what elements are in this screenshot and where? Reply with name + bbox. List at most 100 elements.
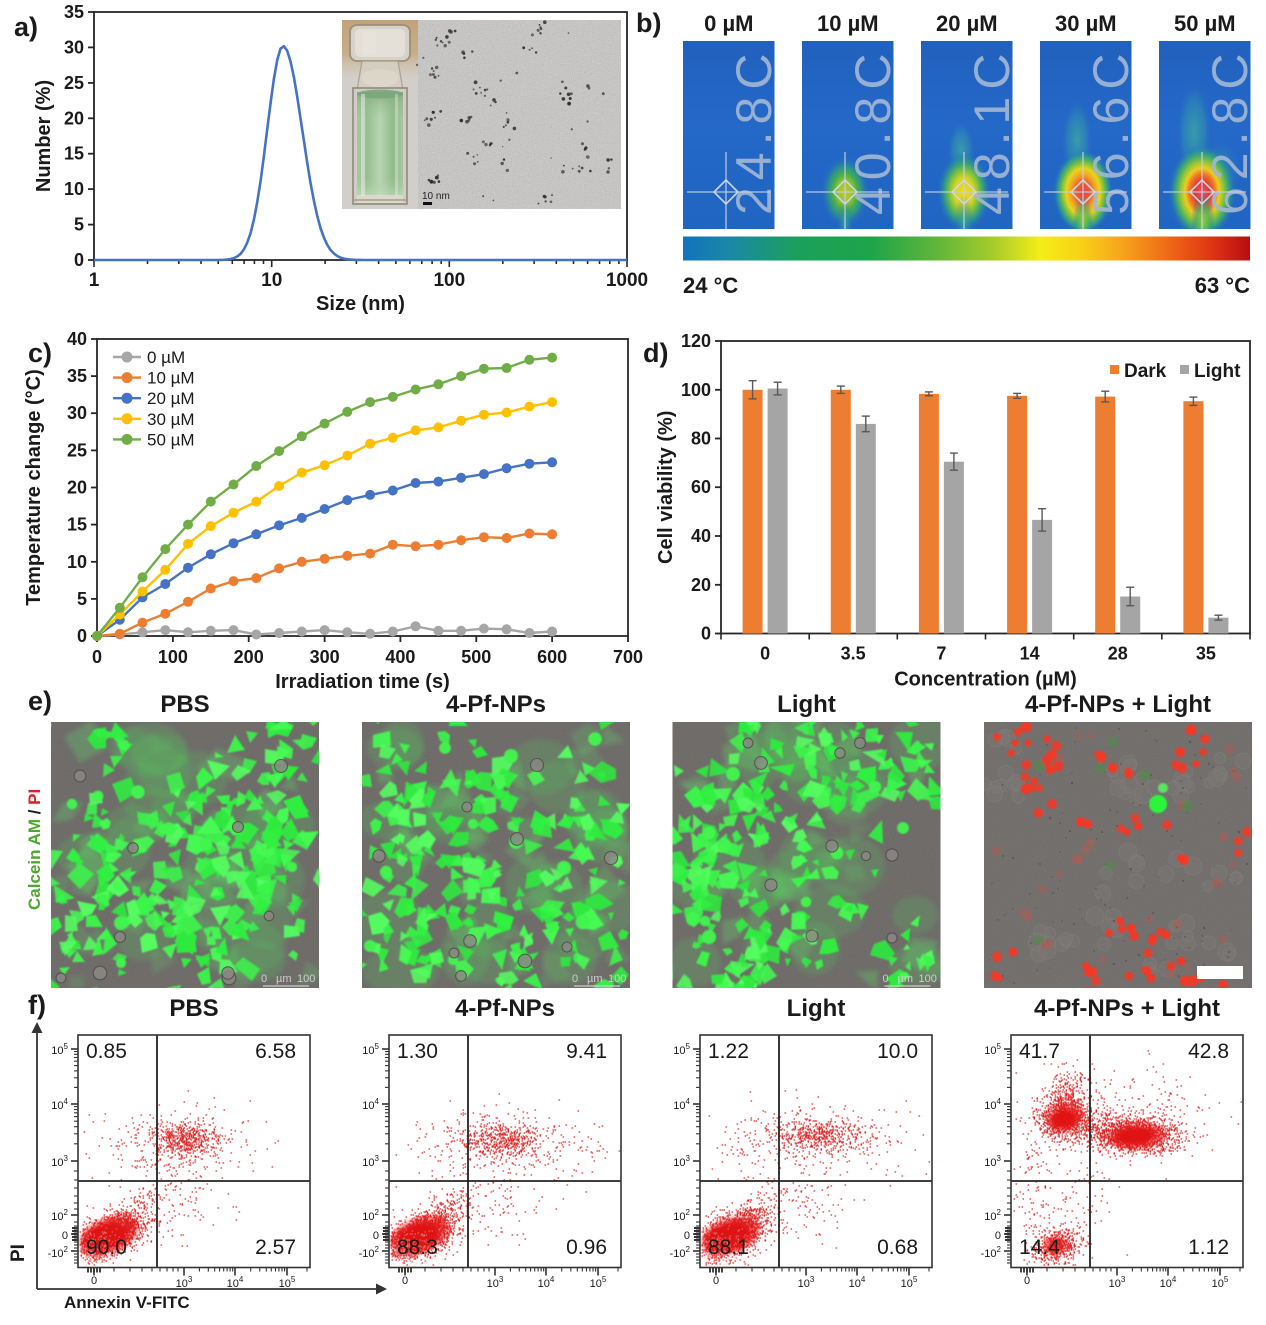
svg-text:4-Pf-NPs + Light: 4-Pf-NPs + Light bbox=[1034, 995, 1220, 1022]
svg-text:0.68: 0.68 bbox=[877, 1236, 918, 1259]
svg-text:0: 0 bbox=[261, 973, 267, 985]
svg-text:0: 0 bbox=[373, 1230, 379, 1242]
svg-text:120: 120 bbox=[681, 331, 711, 351]
svg-text:0: 0 bbox=[74, 250, 84, 270]
svg-text:100: 100 bbox=[297, 973, 315, 985]
svg-text:88.3: 88.3 bbox=[397, 1236, 438, 1259]
svg-text:PI: PI bbox=[8, 1244, 29, 1262]
svg-text:600: 600 bbox=[537, 647, 567, 667]
svg-text:b): b) bbox=[636, 8, 661, 38]
svg-text:Light: Light bbox=[777, 691, 836, 718]
svg-text:20 µM: 20 µM bbox=[936, 11, 998, 36]
svg-text:0: 0 bbox=[77, 626, 87, 646]
svg-text:a): a) bbox=[14, 12, 38, 42]
svg-text:µm: µm bbox=[276, 973, 292, 985]
svg-text:6.58: 6.58 bbox=[255, 1040, 296, 1063]
svg-text:Concentration (µM): Concentration (µM) bbox=[894, 669, 1077, 691]
svg-text:0: 0 bbox=[684, 1230, 690, 1242]
svg-text:Dark: Dark bbox=[1124, 361, 1167, 382]
svg-text:c): c) bbox=[28, 338, 52, 368]
svg-text:-102: -102 bbox=[981, 1245, 1002, 1260]
svg-text:-102: -102 bbox=[359, 1245, 380, 1260]
svg-text:0: 0 bbox=[701, 624, 711, 644]
svg-text:1.22: 1.22 bbox=[708, 1040, 749, 1063]
svg-text:10: 10 bbox=[64, 179, 84, 199]
svg-text:500: 500 bbox=[461, 647, 491, 667]
svg-text:15: 15 bbox=[67, 515, 87, 535]
svg-text:0: 0 bbox=[1024, 1275, 1030, 1287]
svg-text:0: 0 bbox=[402, 1275, 408, 1287]
svg-text:50 µM: 50 µM bbox=[147, 430, 195, 449]
svg-text:10: 10 bbox=[261, 270, 282, 291]
svg-text:63 °C: 63 °C bbox=[1195, 273, 1250, 298]
svg-text:0.96: 0.96 bbox=[566, 1236, 607, 1259]
svg-text:0: 0 bbox=[92, 647, 102, 667]
svg-text:20 µM: 20 µM bbox=[147, 389, 195, 408]
svg-text:0: 0 bbox=[572, 973, 578, 985]
svg-text:25: 25 bbox=[67, 440, 87, 460]
svg-text:5: 5 bbox=[77, 589, 87, 609]
svg-text:25: 25 bbox=[64, 73, 84, 93]
svg-text:2.57: 2.57 bbox=[255, 1236, 296, 1259]
svg-text:20: 20 bbox=[691, 575, 711, 595]
svg-text:10 µM: 10 µM bbox=[817, 11, 879, 36]
svg-text:d): d) bbox=[643, 338, 668, 368]
svg-text:10 µM: 10 µM bbox=[147, 369, 195, 388]
svg-text:µm: µm bbox=[898, 973, 914, 985]
svg-text:60: 60 bbox=[691, 477, 711, 497]
svg-text:20: 20 bbox=[64, 108, 84, 128]
svg-text:50 µM: 50 µM bbox=[1174, 11, 1236, 36]
svg-text:10: 10 bbox=[67, 552, 87, 572]
svg-text:30: 30 bbox=[64, 37, 84, 57]
svg-text:0: 0 bbox=[62, 1230, 68, 1242]
svg-text:100: 100 bbox=[608, 973, 626, 985]
svg-text:35: 35 bbox=[64, 2, 84, 22]
svg-text:100: 100 bbox=[919, 973, 937, 985]
svg-text:15: 15 bbox=[64, 144, 84, 164]
svg-text:4-Pf-NPs: 4-Pf-NPs bbox=[446, 691, 546, 718]
svg-text:30 µM: 30 µM bbox=[147, 410, 195, 429]
svg-text:24 °C: 24 °C bbox=[683, 273, 738, 298]
svg-text:48.1C: 48.1C bbox=[964, 47, 1020, 215]
svg-text:1.30: 1.30 bbox=[397, 1040, 438, 1063]
svg-text:42.8: 42.8 bbox=[1188, 1040, 1229, 1063]
svg-text:f): f) bbox=[28, 990, 46, 1020]
svg-text:1000: 1000 bbox=[606, 270, 648, 291]
svg-text:35: 35 bbox=[1196, 644, 1216, 664]
svg-text:30: 30 bbox=[67, 403, 87, 423]
svg-text:4-Pf-NPs + Light: 4-Pf-NPs + Light bbox=[1025, 691, 1211, 718]
svg-text:20: 20 bbox=[67, 478, 87, 498]
svg-text:100: 100 bbox=[433, 270, 465, 291]
svg-text:0.85: 0.85 bbox=[86, 1040, 127, 1063]
svg-text:5: 5 bbox=[74, 215, 84, 235]
svg-text:0: 0 bbox=[760, 644, 770, 664]
svg-text:0: 0 bbox=[91, 1275, 97, 1287]
svg-text:µm: µm bbox=[587, 973, 603, 985]
svg-text:Temperature change (°C): Temperature change (°C) bbox=[23, 369, 45, 606]
svg-text:3.5: 3.5 bbox=[841, 644, 866, 664]
svg-text:200: 200 bbox=[234, 647, 264, 667]
svg-text:10.0: 10.0 bbox=[877, 1040, 918, 1063]
svg-text:28: 28 bbox=[1108, 644, 1128, 664]
svg-text:40.8C: 40.8C bbox=[845, 47, 901, 215]
svg-text:Light: Light bbox=[787, 995, 846, 1022]
svg-text:Cell viability (%): Cell viability (%) bbox=[655, 411, 677, 564]
svg-text:0: 0 bbox=[995, 1230, 1001, 1242]
svg-text:Calcein AM / PI: Calcein AM / PI bbox=[25, 789, 44, 910]
svg-text:56.6C: 56.6C bbox=[1083, 47, 1139, 215]
svg-text:35: 35 bbox=[67, 366, 87, 386]
svg-text:0: 0 bbox=[883, 973, 889, 985]
svg-text:300: 300 bbox=[310, 647, 340, 667]
svg-text:700: 700 bbox=[613, 647, 643, 667]
svg-text:0: 0 bbox=[713, 1275, 719, 1287]
svg-text:400: 400 bbox=[385, 647, 415, 667]
svg-text:1: 1 bbox=[89, 270, 100, 291]
svg-text:100: 100 bbox=[681, 380, 711, 400]
svg-text:10 nm: 10 nm bbox=[422, 191, 450, 202]
svg-text:Annexin V-FITC: Annexin V-FITC bbox=[64, 1293, 190, 1312]
svg-text:62.8C: 62.8C bbox=[1202, 47, 1258, 215]
svg-text:e): e) bbox=[28, 686, 52, 716]
svg-text:-102: -102 bbox=[48, 1245, 69, 1260]
svg-text:Size (nm): Size (nm) bbox=[316, 293, 405, 315]
svg-text:-102: -102 bbox=[670, 1245, 691, 1260]
